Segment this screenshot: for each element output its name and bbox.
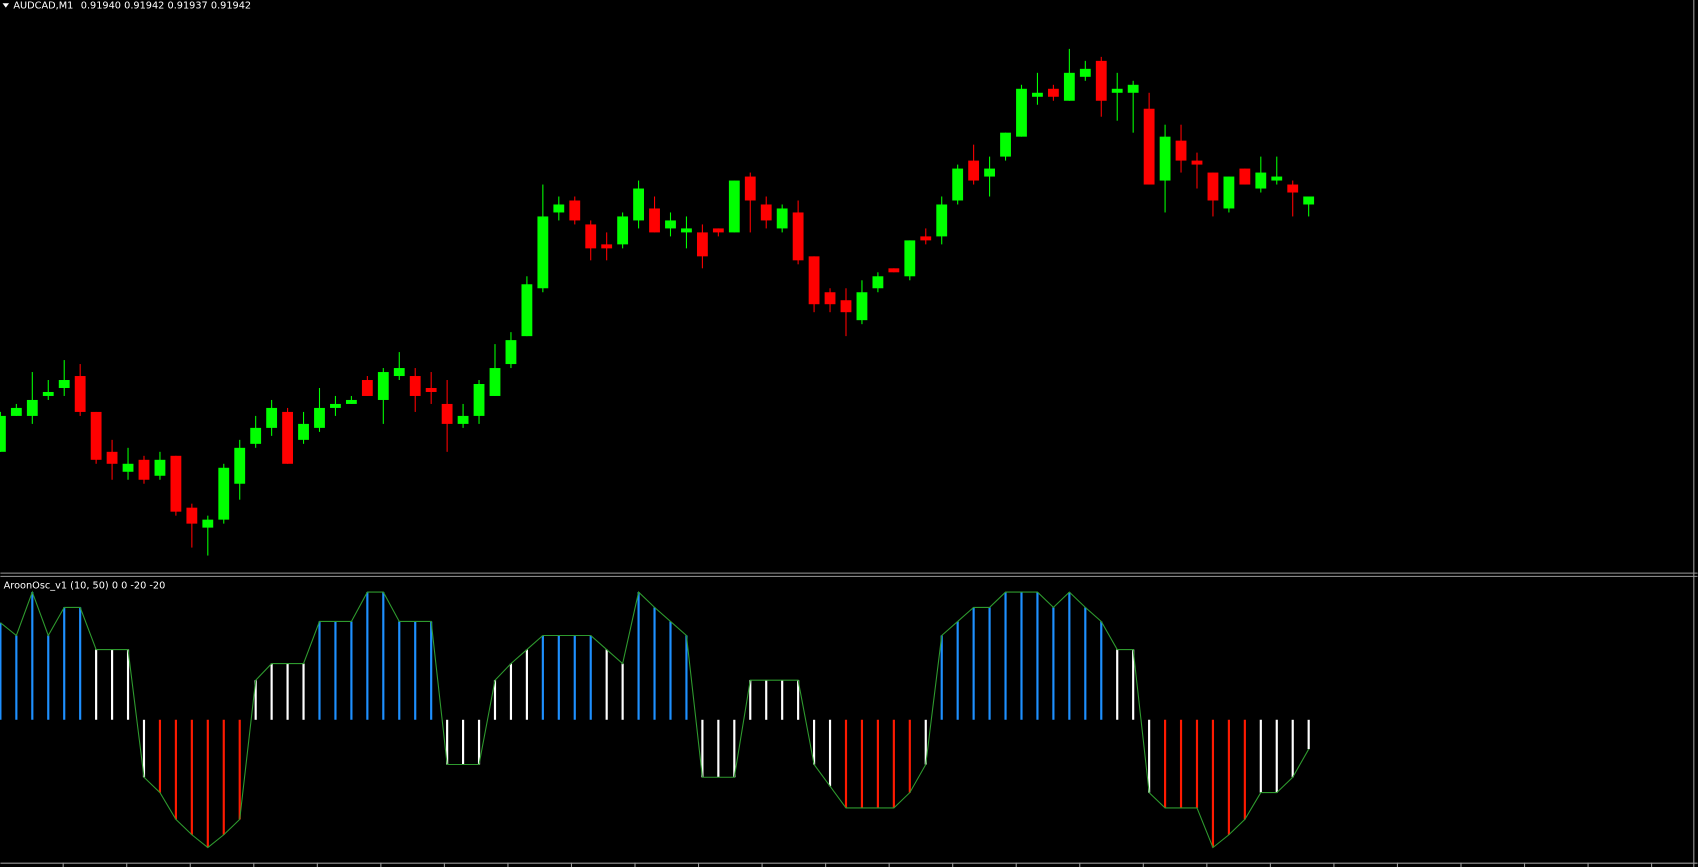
- indicator-label: AroonOsc_v1 (10, 50) 0 0 -20 -20: [4, 581, 166, 592]
- candle-body: [505, 340, 517, 365]
- candle-body: [361, 380, 373, 396]
- candle-body: [1239, 168, 1251, 185]
- candle-body: [1111, 88, 1123, 93]
- candle-body: [569, 200, 581, 221]
- candle-body: [808, 256, 820, 305]
- candle-body: [1032, 92, 1043, 97]
- candle-body: [0, 415, 6, 452]
- candle-body: [968, 160, 980, 181]
- candle-body: [74, 376, 86, 412]
- candle-body: [170, 455, 182, 512]
- candle-body: [1095, 60, 1107, 101]
- chart-header: AUDCAD,M1 0.91940 0.91942 0.91937 0.9194…: [13, 0, 251, 11]
- candle-body: [1143, 108, 1155, 185]
- candle-body: [1159, 136, 1171, 181]
- candle-body: [553, 204, 565, 213]
- candle-body: [792, 212, 804, 261]
- candle-body: [42, 391, 54, 396]
- candle-body: [920, 236, 932, 241]
- candle-body: [106, 451, 118, 464]
- candle-body: [681, 228, 692, 233]
- candle-body: [393, 368, 405, 377]
- candle-body: [840, 300, 852, 313]
- candle-body: [282, 411, 293, 464]
- candle-body: [314, 407, 325, 428]
- candle-body: [888, 268, 900, 273]
- menu-triangle[interactable]: [2, 3, 10, 8]
- candle-body: [234, 447, 246, 484]
- candle-body: [1223, 176, 1235, 209]
- candle-body: [1271, 176, 1283, 181]
- candle-body: [728, 180, 740, 233]
- candle-body: [10, 407, 22, 416]
- candle-body: [633, 188, 644, 221]
- candle-body: [1127, 84, 1139, 93]
- candle-body: [409, 376, 421, 396]
- candle-body: [1079, 68, 1091, 77]
- candle-body: [1207, 172, 1219, 201]
- candle-body: [649, 208, 660, 233]
- candle-body: [377, 372, 389, 400]
- candle-body: [441, 403, 453, 424]
- candle-body: [952, 168, 964, 201]
- candle-body: [1016, 88, 1027, 137]
- candle-body: [489, 368, 501, 396]
- candle-body: [298, 423, 309, 440]
- candle-body: [1175, 140, 1187, 161]
- price-low: 0.91937: [168, 0, 208, 11]
- price-open: 0.91940: [81, 0, 121, 11]
- candle-body: [58, 380, 70, 388]
- candle-body: [138, 459, 150, 480]
- candle-body: [936, 204, 948, 237]
- candle-body: [1303, 196, 1315, 205]
- candle-body: [904, 240, 916, 277]
- candle-body: [617, 216, 629, 245]
- candle-body: [856, 292, 868, 321]
- candle-body: [984, 168, 995, 177]
- candle-body: [457, 415, 469, 424]
- candle-body: [776, 208, 788, 229]
- price-close: 0.91942: [211, 0, 251, 11]
- candle-body: [122, 463, 134, 472]
- candle-body: [90, 411, 102, 460]
- candle-body: [696, 232, 708, 257]
- candle-body: [1287, 184, 1299, 193]
- candle-body: [26, 399, 38, 416]
- candle-body: [345, 399, 357, 404]
- candle-body: [712, 228, 724, 233]
- candle-body: [330, 403, 341, 408]
- candle-body: [824, 292, 836, 305]
- price-high: 0.91942: [124, 0, 164, 11]
- candle-body: [473, 384, 485, 416]
- candle-body: [218, 467, 230, 520]
- candle-body: [250, 427, 262, 444]
- symbol: AUDCAD,M1: [13, 0, 73, 11]
- candle-body: [521, 284, 533, 337]
- candle-body: [1255, 172, 1267, 189]
- candle-body: [744, 176, 756, 201]
- candle-body: [585, 224, 597, 249]
- candle-body: [1063, 72, 1075, 101]
- candle-body: [154, 459, 166, 476]
- candle-body: [760, 204, 772, 221]
- candle-body: [601, 244, 613, 249]
- candle-body: [1191, 160, 1203, 165]
- candle-body: [1000, 132, 1011, 157]
- candle-body: [537, 216, 549, 289]
- candle-body: [1047, 88, 1059, 97]
- candle-body: [872, 276, 884, 289]
- candle-body: [266, 407, 278, 428]
- candle-body: [202, 519, 214, 528]
- candle-body: [425, 387, 437, 392]
- candle-body: [186, 507, 198, 524]
- oscillator-line: [0, 590, 1310, 849]
- candle-body: [665, 220, 676, 229]
